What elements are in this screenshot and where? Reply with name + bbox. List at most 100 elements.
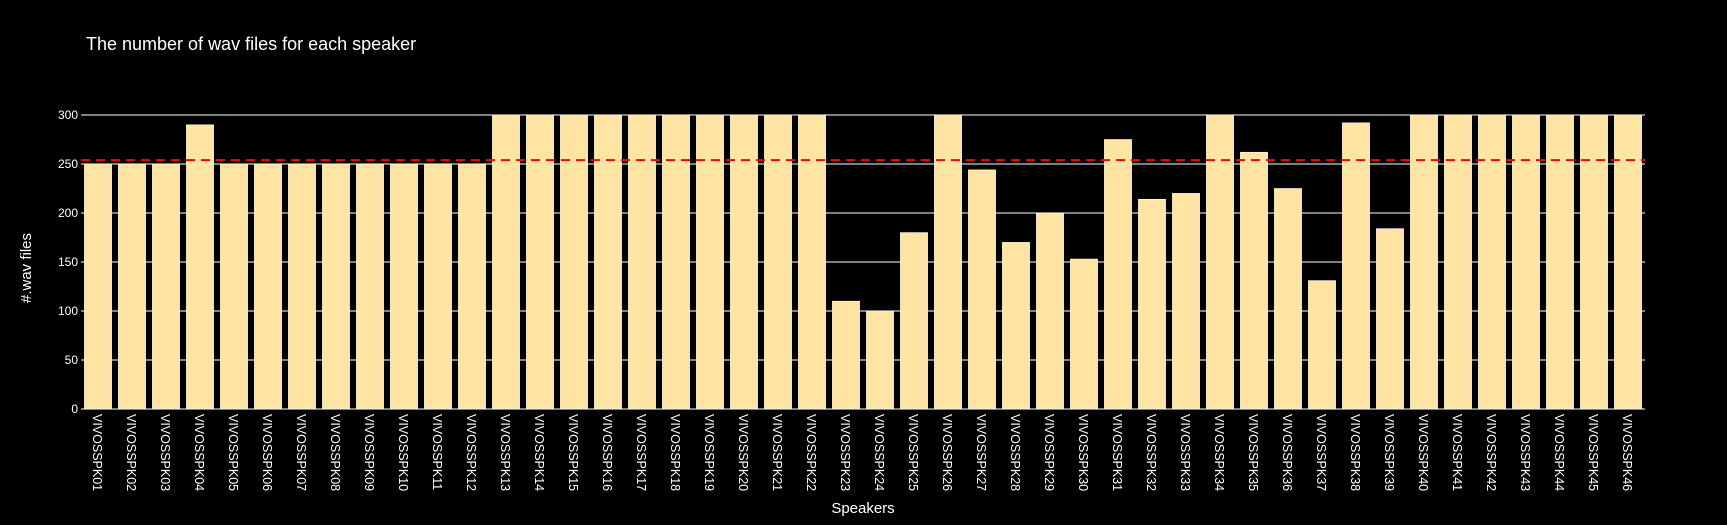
x-tick-label: VIVOSSPK02 — [124, 414, 138, 491]
bar-vivosspk38 — [1342, 122, 1370, 410]
x-axis-title: Speakers — [831, 500, 894, 517]
y-tick-label: 300 — [58, 108, 78, 122]
x-tick-label: VIVOSSPK40 — [1416, 414, 1430, 491]
bar-vivosspk46 — [1614, 114, 1642, 410]
x-tick-label: VIVOSSPK06 — [260, 414, 274, 491]
x-tick-label: VIVOSSPK05 — [226, 414, 240, 491]
x-tick-label: VIVOSSPK25 — [906, 414, 920, 491]
bar-vivosspk19 — [696, 114, 724, 410]
bar-vivosspk08 — [322, 163, 350, 410]
x-tick-label: VIVOSSPK09 — [362, 414, 376, 491]
bar-vivosspk12 — [458, 163, 486, 410]
bar-vivosspk01 — [84, 163, 112, 410]
y-axis-ticks: 0 50 100 150 200 250 300 — [58, 108, 78, 416]
y-axis-title: #.wav files — [18, 233, 35, 303]
bar-vivosspk25 — [900, 232, 928, 410]
bar-vivosspk23 — [832, 300, 860, 410]
x-tick-label: VIVOSSPK35 — [1246, 414, 1260, 491]
bar-vivosspk02 — [118, 163, 146, 410]
bar-vivosspk13 — [492, 114, 520, 410]
bar-vivosspk20 — [730, 114, 758, 410]
x-tick-label: VIVOSSPK29 — [1042, 414, 1056, 491]
bar-vivosspk33 — [1172, 193, 1200, 410]
chart-title: The number of wav files for each speaker — [86, 34, 416, 54]
bar-vivosspk24 — [866, 310, 894, 410]
bar-vivosspk32 — [1138, 198, 1166, 410]
bar-vivosspk29 — [1036, 212, 1064, 410]
x-tick-label: VIVOSSPK07 — [294, 414, 308, 491]
bar-vivosspk43 — [1512, 114, 1540, 410]
x-tick-label: VIVOSSPK42 — [1484, 414, 1498, 491]
bar-vivosspk41 — [1444, 114, 1472, 410]
x-tick-label: VIVOSSPK46 — [1620, 414, 1634, 491]
bar-vivosspk05 — [220, 163, 248, 410]
x-tick-label: VIVOSSPK24 — [872, 414, 886, 491]
x-tick-label: VIVOSSPK15 — [566, 414, 580, 491]
bar-vivosspk36 — [1274, 188, 1302, 410]
bar-vivosspk15 — [560, 114, 588, 410]
bar-vivosspk34 — [1206, 114, 1234, 410]
x-tick-label: VIVOSSPK41 — [1450, 414, 1464, 491]
x-tick-label: VIVOSSPK10 — [396, 414, 410, 491]
bar-vivosspk14 — [526, 114, 554, 410]
x-tick-label: VIVOSSPK23 — [838, 414, 852, 491]
x-tick-label: VIVOSSPK17 — [634, 414, 648, 491]
x-tick-label: VIVOSSPK19 — [702, 414, 716, 491]
bar-vivosspk28 — [1002, 242, 1030, 410]
bars — [84, 114, 1642, 410]
x-tick-label: VIVOSSPK13 — [498, 414, 512, 491]
x-axis-ticks: VIVOSSPK01 VIVOSSPK02 VIVOSSPK03 VIVOSSPK04… — [90, 414, 1634, 491]
bar-vivosspk11 — [424, 163, 452, 410]
y-tick-label: 50 — [65, 353, 79, 367]
bar-vivosspk42 — [1478, 114, 1506, 410]
bar-vivosspk22 — [798, 114, 826, 410]
x-tick-label: VIVOSSPK12 — [464, 414, 478, 491]
y-tick-label: 200 — [58, 206, 78, 220]
y-tick-label: 100 — [58, 304, 78, 318]
x-tick-label: VIVOSSPK34 — [1212, 414, 1226, 491]
bar-vivosspk31 — [1104, 139, 1132, 410]
bar-vivosspk21 — [764, 114, 792, 410]
x-tick-label: VIVOSSPK03 — [158, 414, 172, 491]
x-tick-label: VIVOSSPK32 — [1144, 414, 1158, 491]
x-tick-label: VIVOSSPK44 — [1552, 414, 1566, 491]
x-tick-label: VIVOSSPK08 — [328, 414, 342, 491]
bar-vivosspk26 — [934, 114, 962, 410]
x-tick-label: VIVOSSPK28 — [1008, 414, 1022, 491]
x-tick-label: VIVOSSPK38 — [1348, 414, 1362, 491]
bar-vivosspk30 — [1070, 258, 1098, 410]
y-tick-label: 150 — [58, 255, 78, 269]
x-tick-label: VIVOSSPK36 — [1280, 414, 1294, 491]
x-tick-label: VIVOSSPK20 — [736, 414, 750, 491]
bar-vivosspk40 — [1410, 114, 1438, 410]
bar-vivosspk27 — [968, 169, 996, 410]
bar-vivosspk06 — [254, 163, 282, 410]
bar-vivosspk09 — [356, 163, 384, 410]
x-tick-label: VIVOSSPK01 — [90, 414, 104, 491]
x-tick-label: VIVOSSPK11 — [430, 414, 444, 490]
x-tick-label: VIVOSSPK27 — [974, 414, 988, 491]
x-tick-label: VIVOSSPK22 — [804, 414, 818, 491]
x-tick-label: VIVOSSPK37 — [1314, 414, 1328, 491]
x-tick-label: VIVOSSPK39 — [1382, 414, 1396, 491]
x-tick-label: VIVOSSPK43 — [1518, 414, 1532, 491]
bar-vivosspk07 — [288, 163, 316, 410]
x-tick-label: VIVOSSPK30 — [1076, 414, 1090, 491]
y-tick-label: 250 — [58, 157, 78, 171]
bar-vivosspk39 — [1376, 228, 1404, 410]
x-tick-label: VIVOSSPK21 — [770, 414, 784, 491]
x-tick-label: VIVOSSPK16 — [600, 414, 614, 491]
bar-vivosspk03 — [152, 163, 180, 410]
x-tick-label: VIVOSSPK18 — [668, 414, 682, 491]
bar-vivosspk44 — [1546, 114, 1574, 410]
x-tick-label: VIVOSSPK26 — [940, 414, 954, 491]
bar-vivosspk45 — [1580, 114, 1608, 410]
bar-vivosspk16 — [594, 114, 622, 410]
bar-vivosspk18 — [662, 114, 690, 410]
bar-vivosspk17 — [628, 114, 656, 410]
bar-vivosspk10 — [390, 163, 418, 410]
bar-vivosspk35 — [1240, 151, 1268, 410]
x-tick-label: VIVOSSPK45 — [1586, 414, 1600, 491]
x-tick-label: VIVOSSPK04 — [192, 414, 206, 491]
